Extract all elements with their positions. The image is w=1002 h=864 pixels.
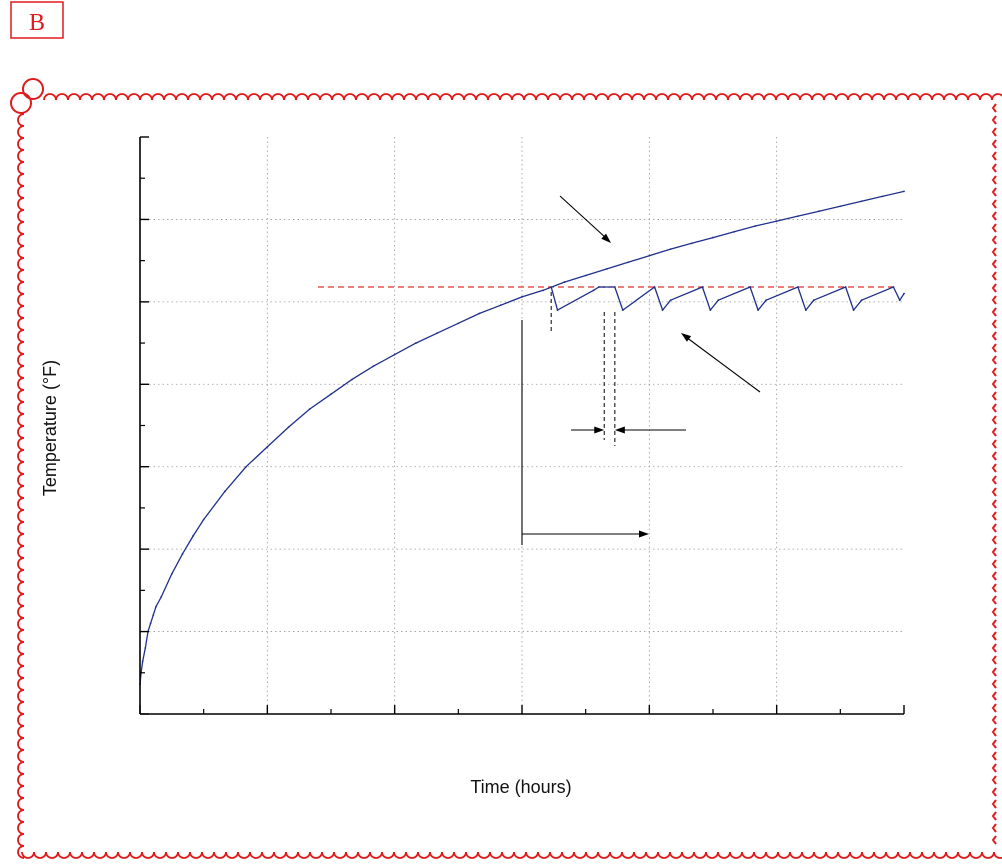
frame-scallops [17,93,1002,859]
data-point [796,286,799,288]
annotation-ecsbs-leader [685,336,761,393]
data-point [648,254,651,257]
data-point [661,309,664,311]
data-point [605,267,608,270]
data-point [701,286,704,288]
data-point [457,322,460,325]
data-point [903,292,905,295]
data-point [308,408,311,410]
annotation-no-ecsbs-arrowhead [601,233,611,243]
data-point [765,299,767,302]
series-line-no-ecsbs [139,190,905,685]
annotation-phase3-arrowhead [639,530,649,538]
scalloped-frame [10,78,1002,859]
x-axis-label: Time (hours) [470,777,571,797]
data-point [556,309,559,311]
data-point [141,660,144,663]
data-point [669,299,672,302]
data-point [733,230,736,233]
data-point [181,553,184,555]
data-point [436,332,439,335]
data-point [796,215,799,218]
data-point [860,299,863,302]
axes [139,136,905,715]
data-point [223,490,226,493]
data-point [584,274,587,277]
panel-badge: B [10,1,64,39]
frame-corner-circle [10,92,32,114]
data-point [757,309,759,311]
data-point [155,605,157,608]
data-point [754,225,757,227]
data-point [351,378,354,381]
data-point [393,353,396,356]
data-point [160,596,163,598]
data-point [892,286,895,288]
data-point [478,312,481,315]
data-point [598,286,600,288]
data-point [414,342,417,344]
data-point [563,281,566,283]
data-point [266,446,269,448]
data-point [170,572,173,575]
badge-box [10,1,64,39]
data-point [627,261,630,264]
data-point [550,286,553,288]
data-point [709,309,712,311]
data-point [812,299,815,302]
data-point [903,190,905,193]
annotation-ecsbs-arrowhead [681,333,692,342]
data-point [245,465,248,468]
y-axis-label: Temperature (°F) [40,360,60,496]
data-point [749,286,752,288]
frame-right-edge [991,103,997,845]
data-point [499,304,502,307]
data-point [603,286,606,288]
annotation-2hrs-arrowhead [594,426,605,434]
data-point [192,535,194,537]
data-point [717,299,720,302]
data-point [152,614,155,616]
data-point [712,236,714,239]
data-point [844,286,847,288]
data-point [202,518,205,521]
data-point [881,195,884,198]
frame-corner-circle [22,78,44,100]
annotation-no-ecsbs-leader [559,195,607,239]
annotation-2hrs-arrowhead [614,426,625,434]
series-line-ecsbs [550,286,905,311]
data-point [690,242,693,245]
data-point [860,200,863,203]
data-point [775,220,778,222]
data-point [372,365,375,368]
data-point [149,622,152,625]
data-point [613,286,616,288]
data-point [818,210,821,213]
data-point [804,309,807,311]
data-point [898,299,901,302]
data-point [330,393,332,396]
data-point [621,309,624,311]
data-point [669,248,672,251]
data-point [592,289,595,292]
annotations [521,195,761,545]
data-point [653,286,656,288]
data-point [839,205,842,208]
data-point [287,426,290,429]
badge-letter: B [29,10,45,36]
data-point [144,647,147,649]
data-point [852,309,855,311]
data-point [521,296,523,298]
data-point [542,289,545,292]
series-group [139,190,905,686]
